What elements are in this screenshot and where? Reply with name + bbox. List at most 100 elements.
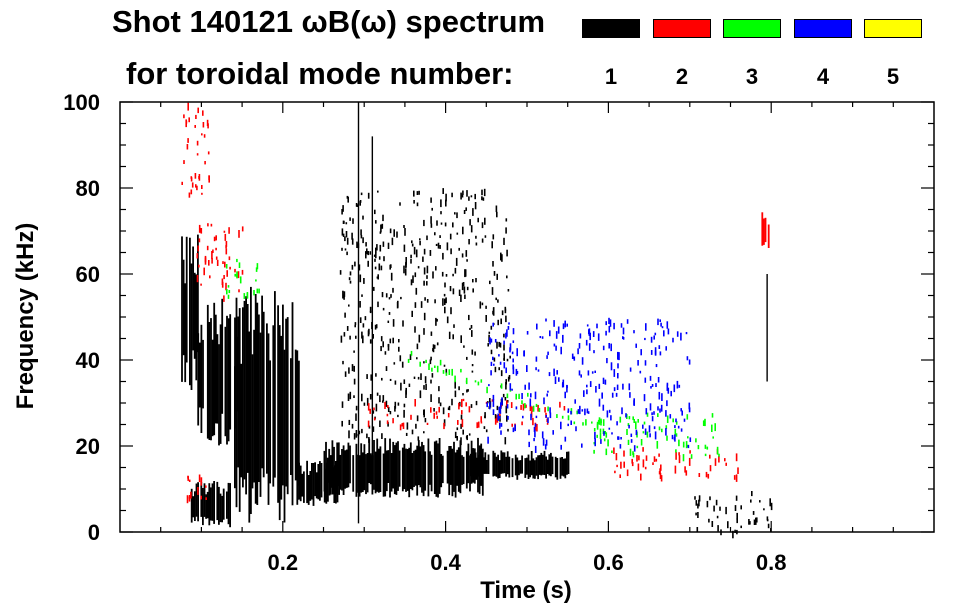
spectral-dash	[226, 270, 228, 277]
spectral-dash	[505, 227, 507, 234]
spectral-dash	[653, 411, 655, 415]
spectral-dash	[377, 190, 379, 193]
spectral-strip	[282, 304, 284, 486]
spectral-dash	[344, 248, 347, 251]
spectral-dash	[545, 318, 547, 322]
spectral-dash	[200, 477, 203, 483]
spectral-dash	[527, 392, 529, 397]
spectral-dash	[503, 353, 505, 361]
spectral-dash	[410, 414, 412, 420]
spectral-dash	[498, 406, 501, 413]
spectral-dash	[438, 386, 440, 392]
spectral-dash	[363, 402, 366, 406]
spectral-dash	[593, 350, 595, 354]
spectral-strip	[210, 487, 212, 521]
spectral-dash	[434, 299, 436, 304]
spectral-dash	[622, 336, 624, 339]
spectral-dash	[563, 406, 566, 411]
spectral-dash	[411, 243, 414, 247]
spectral-dash	[567, 415, 570, 421]
spectral-dash	[603, 431, 605, 436]
spectral-strip	[424, 451, 427, 491]
spectral-dash	[499, 342, 502, 348]
spectral-strip	[189, 237, 191, 386]
spectral-dash	[423, 280, 425, 286]
spectral-dash	[346, 237, 349, 245]
spectral-dash	[604, 379, 607, 385]
spectral-dash	[241, 269, 244, 275]
spectral-strip	[213, 302, 216, 436]
spectral-dash	[190, 189, 193, 195]
spectral-dash	[633, 445, 636, 452]
spectral-dash	[559, 401, 561, 408]
spectral-dash	[359, 301, 361, 308]
spectral-dash	[599, 428, 602, 433]
spectral-dash	[382, 241, 385, 247]
spectral-dash	[682, 454, 685, 462]
spectral-dash	[466, 286, 469, 291]
spectral-dash	[512, 328, 515, 335]
spectral-dash	[584, 408, 586, 416]
spectral-dash	[416, 415, 419, 422]
spectral-region-mode-2	[613, 447, 739, 482]
spectral-strip	[473, 454, 475, 474]
spectral-strip	[299, 465, 302, 502]
spectral-dash	[490, 349, 493, 355]
spectral-dash	[490, 325, 493, 330]
spectral-strip	[413, 450, 415, 487]
spectral-region-mode-3	[407, 350, 608, 438]
spectral-dash	[611, 392, 614, 398]
spectral-strip	[519, 460, 522, 474]
spectral-dash	[619, 416, 622, 423]
spectral-dash	[367, 420, 370, 428]
spectral-dash	[603, 438, 606, 442]
spectral-dash	[553, 343, 556, 347]
spectral-dash	[588, 343, 591, 351]
spectral-strip	[392, 441, 395, 489]
spectral-dash	[346, 326, 349, 331]
spectral-strip	[256, 302, 259, 505]
spectral-dash	[651, 384, 654, 387]
spectral-dash	[461, 399, 463, 408]
y-tick-label: 20	[76, 434, 100, 459]
spectral-strip	[238, 308, 241, 512]
spectral-dash	[201, 185, 203, 189]
spectral-dash	[205, 497, 207, 500]
spectral-dash	[430, 197, 432, 203]
spectral-dash	[637, 463, 640, 471]
spectral-strip	[462, 456, 465, 485]
spectral-dash	[736, 518, 738, 524]
spectral-dash	[492, 322, 494, 327]
spectral-dash	[354, 261, 356, 267]
spectral-strip	[461, 455, 463, 485]
spectral-dash	[200, 495, 202, 500]
spectral-dash	[382, 341, 384, 348]
spectral-strip	[222, 488, 225, 520]
spectral-dash	[704, 453, 707, 457]
spectral-dash	[617, 363, 619, 369]
spectral-dash	[430, 223, 433, 228]
spectral-strip	[433, 441, 436, 494]
spectral-dash	[595, 386, 597, 393]
spectral-strip	[202, 488, 204, 526]
spectral-dash	[471, 330, 473, 337]
spectral-strip	[416, 445, 419, 496]
spectral-strip	[360, 443, 363, 493]
spectral-dash	[380, 224, 382, 233]
spectral-dash	[198, 238, 201, 243]
spectral-strip	[344, 450, 347, 489]
spectral-dash	[503, 362, 506, 369]
spectral-dash	[663, 330, 665, 337]
spectral-dash	[631, 458, 633, 464]
spectral-strip	[521, 455, 523, 474]
spectral-dash	[636, 445, 639, 449]
spectral-dash	[766, 516, 769, 521]
spectral-dash	[255, 267, 258, 272]
spectral-dash	[239, 276, 242, 284]
spectral-strip	[253, 329, 255, 483]
spectral-dash	[543, 397, 545, 405]
spectral-dash	[387, 320, 390, 323]
spectral-dash	[382, 395, 385, 402]
spectral-dash	[661, 393, 663, 401]
